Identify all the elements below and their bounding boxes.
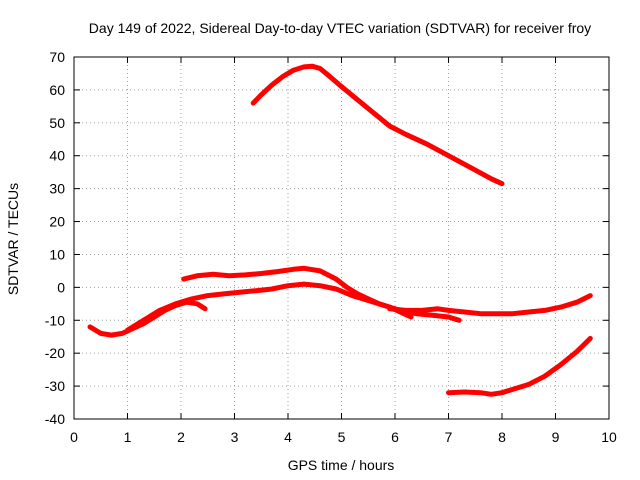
x-tick-label: 6 bbox=[391, 429, 399, 445]
x-tick-label: 7 bbox=[445, 429, 453, 445]
y-tick-label: 60 bbox=[49, 82, 65, 98]
y-tick-label: 20 bbox=[49, 214, 65, 230]
x-tick-label: 4 bbox=[284, 429, 292, 445]
y-tick-label: 70 bbox=[49, 49, 65, 65]
y-tick-label: -20 bbox=[45, 345, 65, 361]
x-tick-label: 10 bbox=[601, 429, 617, 445]
y-axis-label: SDTVAR / TECUs bbox=[5, 183, 21, 295]
series-layer bbox=[87, 63, 593, 397]
chart-title: Day 149 of 2022, Sidereal Day-to-day VTE… bbox=[89, 20, 591, 36]
x-tick-label: 9 bbox=[552, 429, 560, 445]
series-arc-high bbox=[250, 63, 505, 187]
grid bbox=[74, 57, 609, 419]
y-tick-label: -40 bbox=[45, 411, 65, 427]
y-tick-label: -10 bbox=[45, 312, 65, 328]
x-tick-label: 8 bbox=[498, 429, 506, 445]
series-arc-low bbox=[446, 335, 593, 397]
y-tick-label: -30 bbox=[45, 378, 65, 394]
x-tick-label: 0 bbox=[70, 429, 78, 445]
x-tick-label: 2 bbox=[177, 429, 185, 445]
x-tick-label: 3 bbox=[231, 429, 239, 445]
y-tick-label: 30 bbox=[49, 181, 65, 197]
y-tick-label: 10 bbox=[49, 246, 65, 262]
x-tick-label: 5 bbox=[338, 429, 346, 445]
x-tick-label: 1 bbox=[124, 429, 132, 445]
series-arc-late bbox=[387, 293, 593, 317]
tick-layer: 0 1 2 3 4 5 6 7 8 9 10 -40 -30 -20 -10 0 10 20 30 40 50 60 70 bbox=[45, 49, 617, 445]
y-tick-label: 40 bbox=[49, 148, 65, 164]
y-tick-label: 50 bbox=[49, 115, 65, 131]
y-tick-label: 0 bbox=[57, 279, 65, 295]
x-axis-label: GPS time / hours bbox=[288, 457, 395, 473]
